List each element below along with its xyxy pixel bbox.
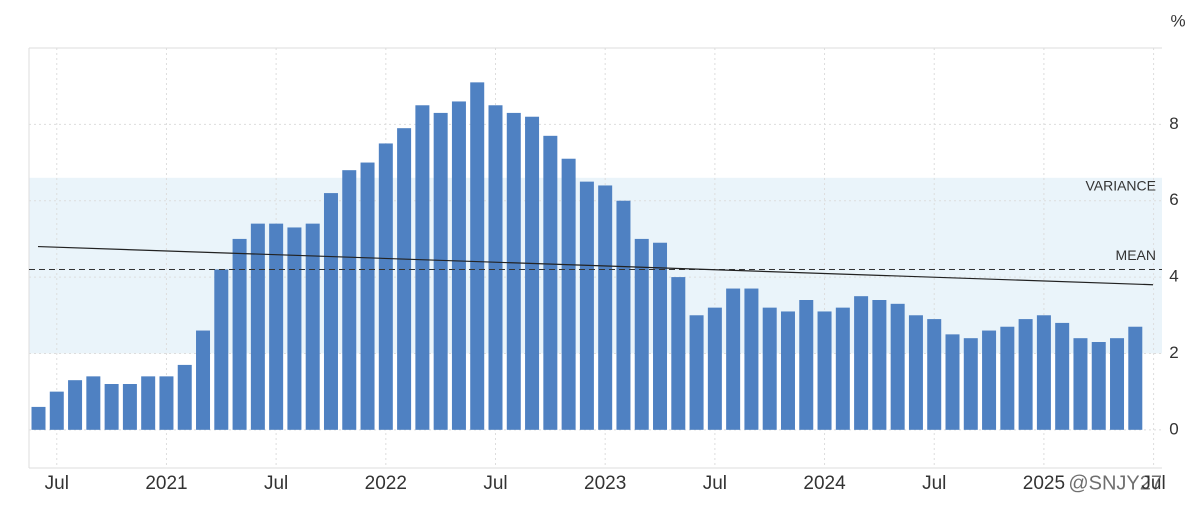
bar: [415, 105, 430, 430]
bar: [908, 315, 923, 430]
bar: [250, 223, 265, 430]
y-tick-label: 4: [1169, 267, 1178, 286]
bar: [1055, 322, 1070, 430]
watermark: @SNJY27: [1068, 472, 1162, 494]
bar: [305, 223, 320, 430]
bar: [31, 406, 46, 430]
bar: [232, 238, 247, 430]
bar: [122, 384, 137, 430]
bar: [49, 391, 64, 430]
bar: [451, 101, 466, 430]
bar: [726, 288, 741, 430]
y-tick-label: 0: [1169, 419, 1178, 438]
bar: [196, 330, 211, 430]
bar: [1073, 338, 1088, 430]
unit-label: %: [1170, 11, 1185, 30]
bar: [342, 170, 357, 430]
bar: [470, 82, 485, 430]
x-tick-label: Jul: [1141, 473, 1165, 494]
bar: [378, 143, 393, 430]
bar: [689, 315, 704, 430]
x-tick-label: Jul: [264, 473, 288, 494]
bar: [653, 242, 668, 430]
bar: [68, 380, 83, 430]
bar: [671, 277, 686, 430]
bar: [543, 135, 558, 430]
bar: [1091, 342, 1106, 430]
bar: [927, 319, 942, 430]
y-tick-label: 6: [1169, 190, 1178, 209]
bar: [872, 300, 887, 430]
bar: [762, 307, 777, 430]
bar: [890, 303, 905, 430]
bar: [817, 311, 832, 430]
bar: [1036, 315, 1051, 430]
bar: [397, 128, 412, 430]
bar: [780, 311, 795, 430]
bar: [360, 162, 375, 430]
x-tick-label: 2022: [365, 473, 407, 494]
trend-line: [37, 245, 1154, 286]
x-tick-label: 2023: [584, 473, 626, 494]
bar: [561, 158, 576, 430]
bar: [177, 364, 192, 430]
x-tick-label: 2024: [803, 473, 846, 494]
bar: [707, 307, 722, 430]
bar: [744, 288, 759, 430]
bar: [982, 330, 997, 430]
bar: [579, 181, 594, 430]
bar: [963, 338, 978, 430]
bar: [634, 238, 649, 430]
bar: [598, 185, 613, 430]
bar: [269, 223, 284, 430]
bar: [86, 376, 101, 430]
bar: [525, 116, 540, 430]
bar: [159, 376, 174, 430]
x-tick-label: Jul: [703, 473, 727, 494]
bar: [1000, 326, 1015, 430]
bar: [799, 300, 814, 430]
x-tick-label: Jul: [483, 473, 507, 494]
bar: [433, 112, 448, 430]
bar: [506, 112, 521, 430]
x-tick-label: 2021: [145, 473, 187, 494]
bar: [287, 227, 302, 430]
x-tick-label: 2025: [1023, 473, 1065, 494]
bar: [488, 105, 503, 430]
bar: [104, 384, 119, 430]
bar: [323, 193, 338, 430]
x-tick-label: Jul: [45, 473, 69, 494]
bar: [214, 269, 229, 430]
bar: [1018, 319, 1033, 430]
bar: [141, 376, 156, 430]
x-tick-label: Jul: [922, 473, 946, 494]
y-tick-label: 8: [1169, 114, 1178, 133]
variance-label: VARIANCE: [1085, 178, 1156, 194]
bar: [1110, 338, 1125, 430]
bar: [945, 334, 960, 430]
bar: [835, 307, 850, 430]
bar: [854, 296, 869, 430]
bar: [1128, 326, 1143, 430]
mean-label: MEAN: [1116, 247, 1156, 263]
bar: [616, 200, 631, 430]
y-tick-label: 2: [1169, 343, 1178, 362]
